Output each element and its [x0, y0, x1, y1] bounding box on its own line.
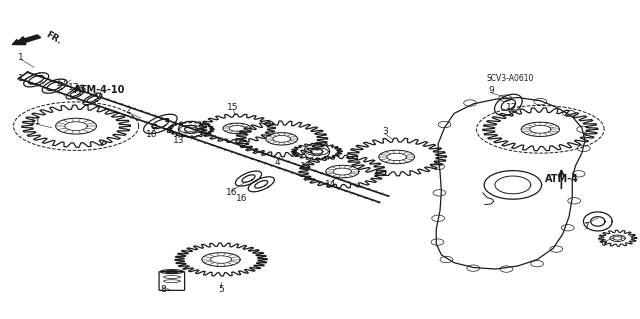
Text: 8: 8 — [161, 285, 166, 294]
Text: 4: 4 — [275, 158, 281, 167]
Text: 1: 1 — [19, 74, 24, 83]
Text: 15: 15 — [227, 103, 239, 112]
Text: 16: 16 — [226, 188, 237, 197]
Text: 7: 7 — [583, 222, 589, 231]
FancyArrow shape — [12, 35, 41, 45]
Text: 1: 1 — [19, 53, 24, 62]
Text: 14: 14 — [324, 181, 336, 189]
Text: 2: 2 — [125, 106, 131, 115]
Text: ATM-4: ATM-4 — [545, 174, 579, 183]
Text: 6: 6 — [601, 239, 607, 248]
Text: 17: 17 — [56, 79, 68, 88]
Text: 16: 16 — [236, 194, 248, 203]
Text: 13: 13 — [300, 162, 312, 171]
Text: 10: 10 — [147, 130, 158, 139]
Text: SCV3-A0610: SCV3-A0610 — [486, 74, 534, 83]
Text: 5: 5 — [218, 285, 224, 293]
Text: FR.: FR. — [44, 30, 63, 46]
Text: 11: 11 — [30, 117, 42, 126]
Text: 3: 3 — [382, 127, 388, 136]
Text: 12: 12 — [506, 103, 517, 112]
Text: 17: 17 — [68, 83, 79, 92]
Text: ATM-4-10: ATM-4-10 — [74, 85, 125, 95]
Text: 9: 9 — [488, 86, 494, 95]
Text: 13: 13 — [172, 136, 184, 145]
